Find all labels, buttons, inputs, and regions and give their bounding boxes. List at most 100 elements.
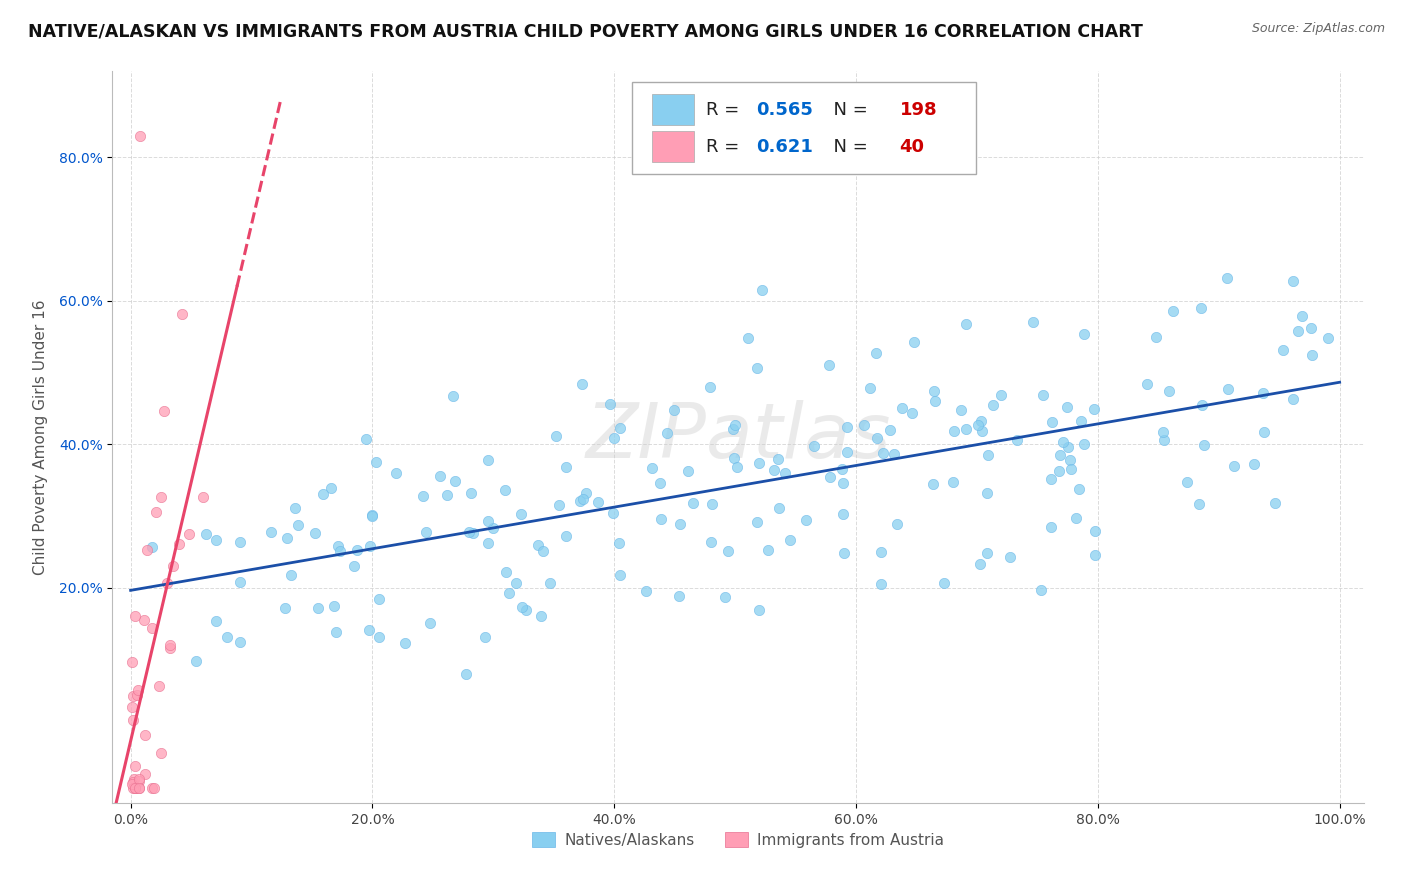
Point — [1291, 309, 1313, 323]
Point — [976, 546, 998, 560]
Point — [1191, 398, 1213, 412]
Point — [872, 446, 894, 460]
Point — [676, 464, 699, 478]
Point — [495, 565, 517, 579]
Point — [664, 403, 686, 417]
Point — [748, 603, 770, 617]
Point — [179, 527, 201, 541]
Point — [368, 591, 391, 606]
Point — [515, 602, 537, 616]
Point — [768, 451, 790, 466]
Point — [870, 576, 893, 591]
Point — [1060, 462, 1083, 476]
Legend: Natives/Alaskans, Immigrants from Austria: Natives/Alaskans, Immigrants from Austri… — [526, 825, 950, 854]
Point — [751, 283, 773, 297]
Point — [717, 544, 740, 558]
Point — [527, 538, 550, 552]
Point — [441, 390, 464, 404]
Point — [714, 590, 737, 604]
Point — [870, 545, 893, 559]
FancyBboxPatch shape — [652, 131, 695, 162]
Point — [121, 713, 143, 727]
Point — [745, 361, 768, 376]
Point — [505, 575, 527, 590]
Point — [942, 475, 965, 490]
Point — [124, 781, 146, 796]
Point — [1243, 457, 1265, 471]
Point — [922, 477, 945, 491]
Point — [725, 460, 748, 475]
Point — [1042, 416, 1064, 430]
Point — [150, 491, 173, 505]
Point — [477, 535, 499, 549]
Point — [540, 576, 562, 591]
Point — [1188, 497, 1211, 511]
Point — [571, 491, 593, 506]
Point — [571, 377, 593, 392]
Point — [1216, 270, 1239, 285]
Point — [159, 638, 181, 652]
Point — [149, 746, 172, 760]
Point — [122, 775, 145, 789]
Text: N =: N = — [823, 137, 873, 155]
Point — [1192, 437, 1215, 451]
Point — [803, 439, 825, 453]
Point — [121, 655, 143, 669]
Point — [853, 418, 876, 433]
Point — [1153, 434, 1175, 448]
Point — [228, 535, 250, 549]
Point — [354, 433, 377, 447]
Point — [970, 424, 993, 438]
FancyBboxPatch shape — [652, 95, 695, 125]
Point — [1056, 400, 1078, 414]
Point — [817, 358, 839, 372]
Text: 0.565: 0.565 — [755, 101, 813, 119]
Y-axis label: Child Poverty Among Girls Under 16: Child Poverty Among Girls Under 16 — [32, 300, 48, 574]
Point — [394, 636, 416, 650]
Point — [287, 518, 309, 533]
Point — [969, 557, 991, 571]
Point — [215, 630, 238, 644]
Point — [762, 463, 785, 477]
Point — [990, 388, 1012, 402]
Point — [152, 403, 174, 417]
Point — [184, 654, 207, 668]
Point — [955, 317, 977, 331]
Point — [723, 450, 745, 465]
Point — [364, 455, 387, 469]
Text: ZIPatlas: ZIPatlas — [585, 401, 891, 474]
Point — [932, 576, 955, 591]
Text: 0.621: 0.621 — [755, 137, 813, 155]
Point — [530, 609, 553, 624]
Point — [1264, 496, 1286, 510]
Point — [831, 462, 853, 476]
Text: NATIVE/ALASKAN VS IMMIGRANTS FROM AUSTRIA CHILD POVERTY AMONG GIRLS UNDER 16 COR: NATIVE/ALASKAN VS IMMIGRANTS FROM AUSTRI… — [28, 22, 1143, 40]
Point — [134, 613, 156, 627]
Point — [443, 474, 465, 488]
Point — [1040, 472, 1063, 486]
Point — [818, 469, 841, 483]
Point — [779, 533, 801, 547]
Point — [141, 540, 163, 554]
Point — [148, 679, 170, 693]
Point — [1084, 548, 1107, 562]
FancyBboxPatch shape — [631, 82, 976, 174]
Point — [609, 421, 631, 435]
Point — [359, 539, 381, 553]
Point — [1032, 388, 1054, 402]
Point — [970, 413, 993, 427]
Point — [458, 525, 481, 540]
Point — [682, 496, 704, 510]
Point — [167, 536, 190, 550]
Point — [1070, 414, 1092, 428]
Text: N =: N = — [823, 101, 873, 119]
Point — [326, 539, 349, 553]
Point — [260, 524, 283, 539]
Point — [745, 515, 768, 529]
Point — [162, 559, 184, 574]
Point — [304, 526, 326, 541]
Point — [794, 513, 817, 527]
Point — [193, 491, 215, 505]
Point — [127, 688, 149, 702]
Point — [384, 466, 406, 480]
